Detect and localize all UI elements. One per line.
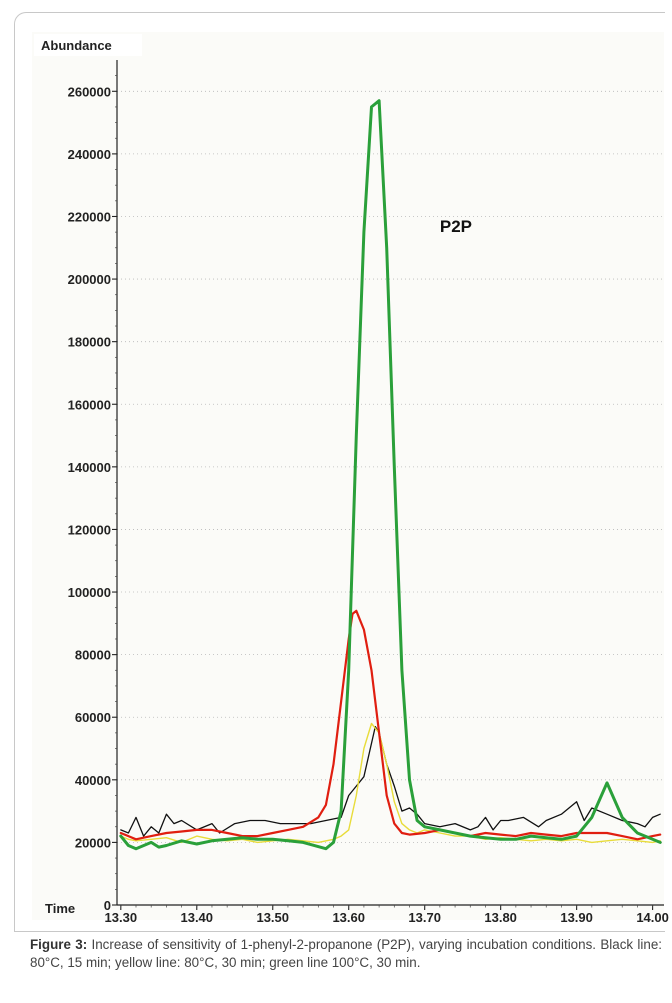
series-line-2: [120, 722, 661, 844]
y-axis-label-bg: [34, 34, 142, 56]
caption-label: Figure 3:: [30, 937, 88, 952]
axes: [116, 60, 664, 906]
y-tick-label: 40000: [75, 773, 111, 788]
y-tick-label: 60000: [75, 710, 111, 725]
y-tick-label: 0: [104, 898, 111, 913]
y-tick-label: 80000: [75, 648, 111, 663]
y-ticks: 0 20000 40000 60000 80000 100000 120000 140000 1…: [68, 75, 117, 913]
x-tick-label: 13.70: [408, 910, 441, 925]
y-tick-label: 260000: [68, 84, 111, 99]
grid: [117, 90, 664, 843]
caption-text: Increase of sensitivity of 1-phenyl-2-pr…: [30, 937, 662, 970]
chromatogram-chart: 0 20000 40000 60000 80000 100000 120000 140000 1…: [34, 34, 669, 925]
y-tick-label: 20000: [75, 835, 111, 850]
y-tick-label: 220000: [68, 209, 111, 224]
x-tick-label: 13.30: [105, 910, 138, 925]
y-tick-label: 100000: [68, 585, 111, 600]
series-line-1: [120, 725, 661, 837]
x-tick-label: 13.90: [560, 910, 593, 925]
p2p-annotation: P2P: [440, 217, 472, 236]
y-tick-label: 140000: [68, 460, 111, 475]
y-axis-label: Abundance: [41, 38, 112, 53]
x-tick-label: 13.50: [256, 910, 289, 925]
x-axis-label: Time: [45, 901, 75, 916]
y-tick-label: 180000: [68, 335, 111, 350]
x-ticks: 13.30 13.40 13.50 13.60 13.70 13.80 13.90 14.00: [105, 905, 669, 925]
series-line-4: [119, 99, 662, 851]
y-tick-label: 240000: [68, 147, 111, 162]
x-tick-label: 13.40: [180, 910, 213, 925]
x-tick-label: 14.00: [636, 910, 669, 925]
plot-background: [32, 32, 664, 920]
y-tick-label: 200000: [68, 272, 111, 287]
x-tick-label: 13.80: [484, 910, 517, 925]
figure-caption: Figure 3: Increase of sensitivity of 1-p…: [30, 936, 662, 971]
series-line-3: [119, 609, 662, 841]
x-tick-label: 13.60: [332, 910, 365, 925]
series-lines: [119, 99, 662, 851]
y-tick-label: 120000: [68, 522, 111, 537]
y-tick-label: 160000: [68, 397, 111, 412]
